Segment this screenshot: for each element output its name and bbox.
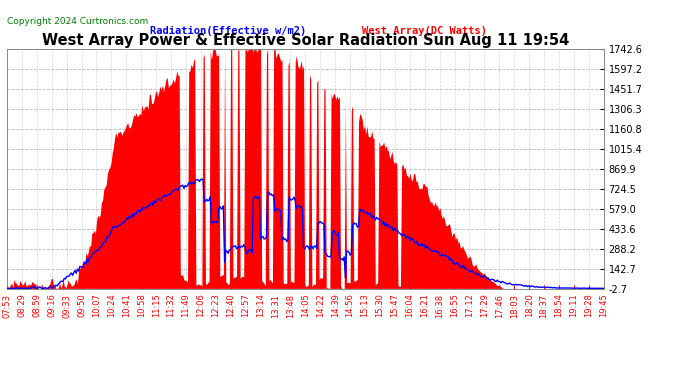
- Text: West Array(DC Watts): West Array(DC Watts): [362, 26, 487, 36]
- Text: Copyright 2024 Curtronics.com: Copyright 2024 Curtronics.com: [7, 17, 148, 26]
- Title: West Array Power & Effective Solar Radiation Sun Aug 11 19:54: West Array Power & Effective Solar Radia…: [41, 33, 569, 48]
- Text: Radiation(Effective w/m2): Radiation(Effective w/m2): [150, 26, 306, 36]
